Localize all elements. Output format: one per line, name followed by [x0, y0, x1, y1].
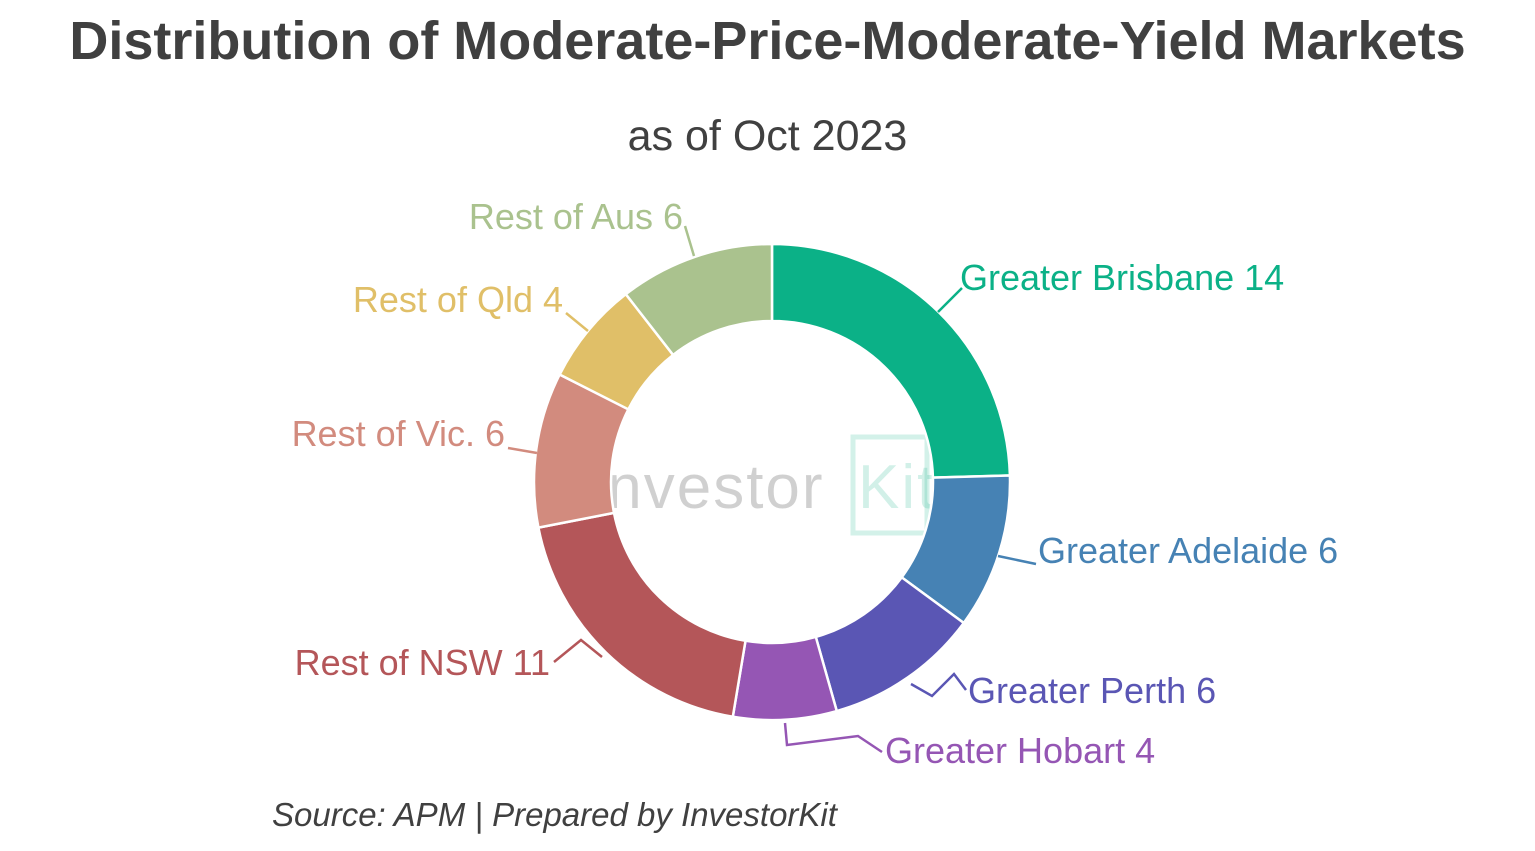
donut-slices [532, 242, 1012, 722]
slice-label-rest-of-nsw: Rest of NSW 11 [295, 642, 550, 683]
leader-lines [507, 225, 1037, 754]
slice-label-rest-of-vic: Rest of Vic. 6 [292, 413, 505, 454]
slice-labels: Greater Brisbane 14 Greater Adelaide 6 Gre… [292, 196, 1339, 771]
leader-line-greater-brisbane [937, 287, 963, 313]
leader-line-rest-of-vic [507, 446, 538, 455]
slice-label-rest-of-qld: Rest of Qld 4 [353, 279, 563, 320]
watermark-logo-frame [850, 434, 930, 536]
leader-line-greater-perth [910, 672, 967, 698]
chart-title: Distribution of Moderate-Price-Moderate-… [69, 11, 1466, 71]
slice-label-greater-adelaide: Greater Adelaide 6 [1038, 530, 1338, 571]
watermark: Investor Kit [588, 434, 936, 536]
slice-rest-of-aus [624, 242, 774, 357]
leader-line-rest-of-qld [565, 312, 589, 332]
leader-line-greater-adelaide [997, 554, 1037, 566]
slice-label-greater-brisbane: Greater Brisbane 14 [960, 257, 1284, 298]
chart-subtitle: as of Oct 2023 [627, 112, 908, 160]
leader-line-greater-hobart [783, 722, 883, 754]
slice-label-greater-perth: Greater Perth 6 [968, 670, 1216, 711]
slice-rest-of-nsw [536, 511, 747, 719]
watermark-kit: Kit [858, 453, 936, 522]
leader-line-rest-of-aus [683, 225, 696, 257]
watermark-investor: Investor [588, 453, 825, 522]
slice-label-rest-of-aus: Rest of Aus 6 [469, 196, 683, 237]
slice-label-greater-hobart: Greater Hobart 4 [885, 730, 1155, 771]
chart-source: Source: APM | Prepared by InvestorKit [272, 796, 837, 833]
slice-greater-brisbane [770, 242, 1012, 479]
leader-line-rest-of-nsw [553, 638, 603, 663]
